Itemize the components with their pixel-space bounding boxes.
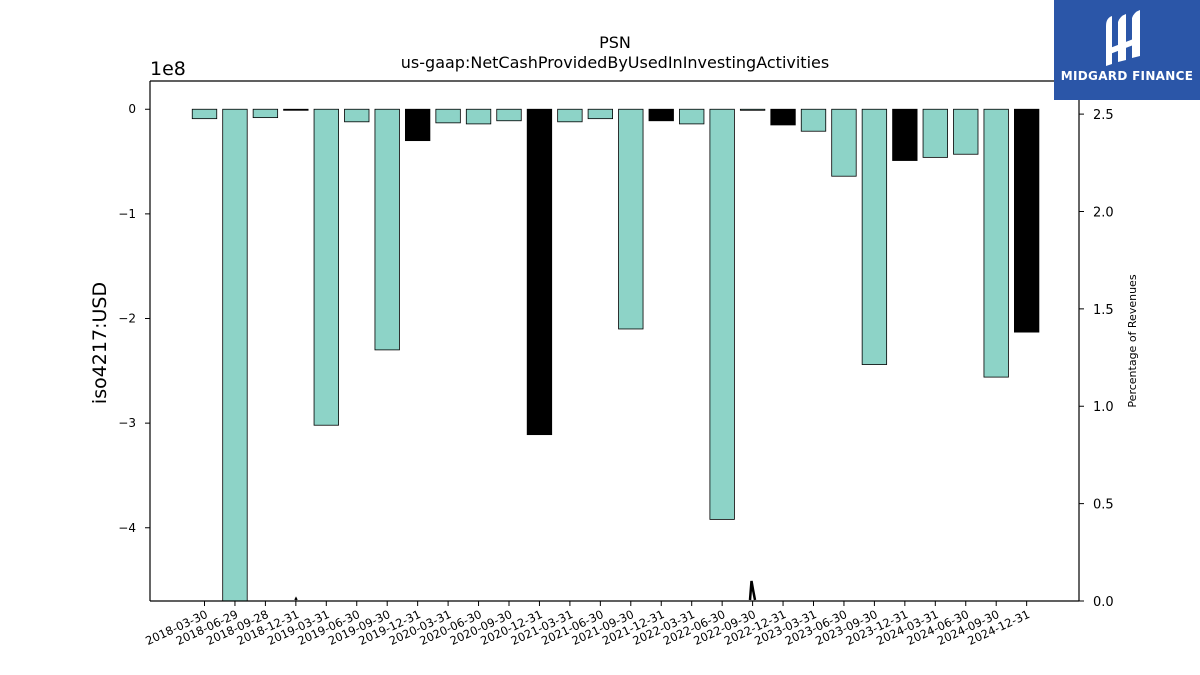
bar [648, 108, 674, 122]
bar [739, 108, 766, 111]
bar [222, 108, 248, 602]
bar [953, 108, 979, 155]
bar [618, 108, 644, 330]
y2-tick-label: 1.0 [1093, 400, 1114, 415]
y-tick-label: −4 [118, 521, 136, 535]
chart-subtitle: us-gaap:NetCashProvidedByUsedInInvesting… [401, 53, 829, 72]
y-tick-label: −1 [118, 207, 136, 221]
y2-tick-label: 0.5 [1093, 498, 1114, 513]
bars-group [191, 108, 1040, 602]
bar [465, 108, 492, 125]
bar [344, 108, 370, 123]
bar [404, 108, 431, 142]
bar [892, 108, 918, 161]
y2-axis-ticks: 0.0 0.5 1.0 1.5 2.0 2.5 [1079, 108, 1114, 610]
y-tick-label: −3 [118, 416, 136, 430]
bar [983, 108, 1009, 378]
bar [679, 108, 705, 125]
bar [252, 108, 279, 119]
bar [191, 108, 218, 120]
y-tick-label: 0 [128, 102, 136, 116]
y-axis-ticks: 0 −1 −2 −3 −4 [118, 102, 150, 535]
bar [709, 108, 735, 520]
x-axis-ticks: 2018-03-302018-06-292018-09-282018-12-31… [143, 601, 1032, 648]
y2-tick-label: 2.5 [1093, 108, 1114, 123]
bar [374, 108, 400, 351]
percentage-of-revenues-spike [748, 580, 757, 601]
bar [435, 108, 461, 124]
chart-title: PSN [599, 33, 631, 52]
y2-axis-label: Percentage of Revenues [1126, 274, 1139, 407]
y2-tick-label: 2.0 [1093, 205, 1114, 220]
y-tick-label: −2 [118, 312, 136, 326]
bar [526, 108, 553, 436]
bar [831, 108, 857, 177]
bar [313, 108, 339, 426]
plot-area [150, 81, 1079, 601]
bar [283, 108, 309, 111]
midgard-logo-icon [1106, 10, 1140, 66]
bar [557, 108, 583, 123]
midgard-finance-logo: MIDGARD FINANCE [1054, 0, 1200, 100]
bar [587, 108, 613, 120]
bar [861, 108, 888, 365]
bar [770, 108, 796, 126]
logo-text: MIDGARD FINANCE [1060, 69, 1194, 83]
bar [922, 108, 948, 158]
y2-tick-label: 1.5 [1093, 303, 1114, 318]
percentage-of-revenues-line [294, 596, 298, 601]
bar [1014, 108, 1040, 333]
bar [496, 108, 522, 122]
y2-tick-label: 0.0 [1093, 595, 1114, 610]
y-offset-label: 1e8 [150, 58, 186, 80]
y-axis-label: iso4217:USD [89, 282, 111, 404]
bar [800, 108, 827, 132]
